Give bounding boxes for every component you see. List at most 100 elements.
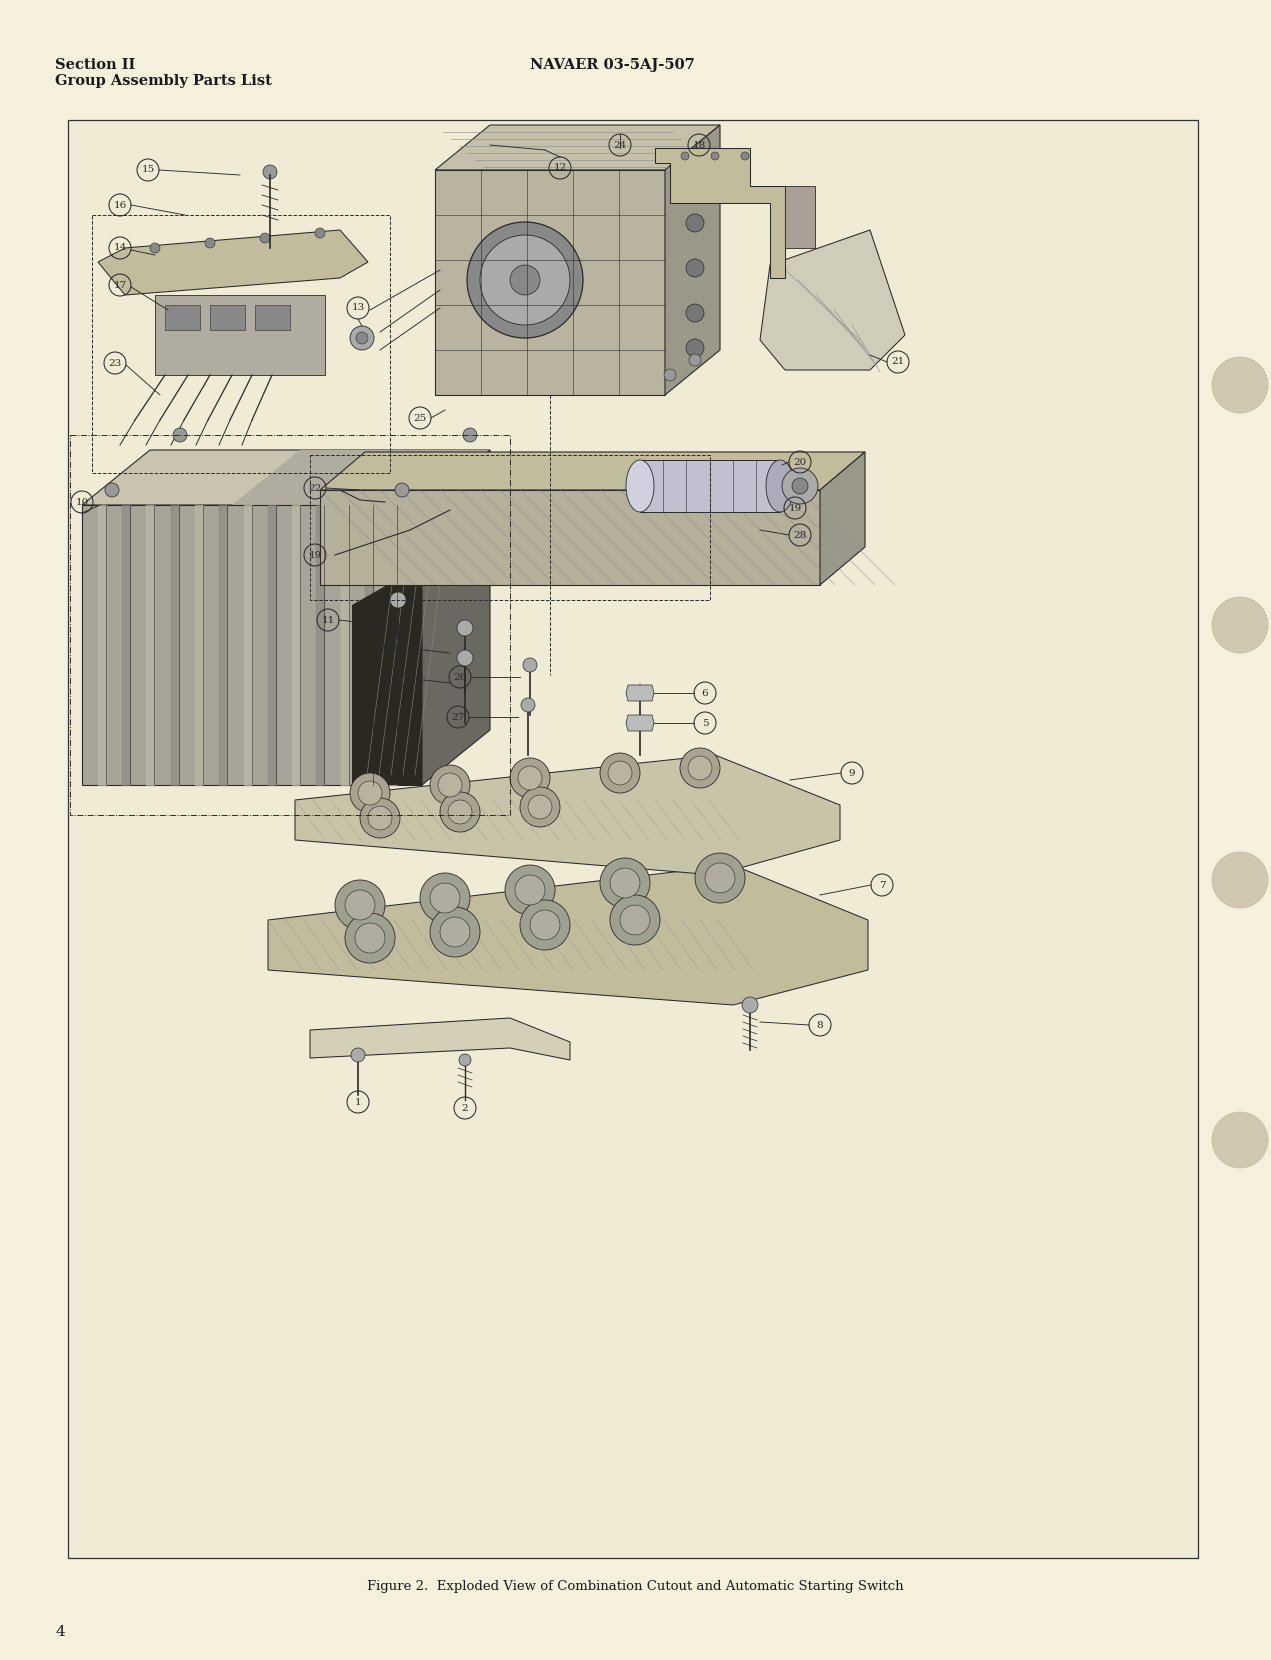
Circle shape: [447, 800, 472, 823]
Polygon shape: [268, 865, 868, 1004]
Text: 27: 27: [451, 712, 465, 722]
Bar: [70, 435, 510, 815]
Polygon shape: [785, 186, 815, 247]
Circle shape: [689, 354, 702, 365]
Circle shape: [530, 910, 561, 940]
Circle shape: [440, 792, 480, 832]
Circle shape: [355, 923, 385, 953]
Polygon shape: [665, 124, 719, 395]
Text: NAVAER 03-5AJ-507: NAVAER 03-5AJ-507: [530, 58, 695, 71]
Circle shape: [686, 339, 704, 357]
Circle shape: [521, 697, 535, 712]
Bar: [255, 305, 290, 330]
Circle shape: [105, 483, 119, 496]
Text: 23: 23: [108, 359, 122, 367]
Text: Figure 2.  Exploded View of Combination Cutout and Automatic Starting Switch: Figure 2. Exploded View of Combination C…: [367, 1580, 904, 1594]
Circle shape: [360, 798, 400, 838]
Text: 22: 22: [309, 483, 322, 493]
Text: 2: 2: [461, 1104, 468, 1112]
Circle shape: [344, 913, 395, 963]
Circle shape: [695, 853, 745, 903]
Polygon shape: [760, 231, 905, 370]
Circle shape: [458, 651, 473, 666]
Bar: [320, 490, 820, 584]
Text: 1: 1: [355, 1097, 361, 1107]
Text: 18: 18: [693, 141, 705, 149]
Circle shape: [663, 369, 676, 382]
Circle shape: [680, 749, 719, 788]
Text: 8: 8: [817, 1021, 824, 1029]
Circle shape: [519, 765, 541, 790]
Circle shape: [315, 227, 325, 237]
Text: 9: 9: [849, 769, 855, 777]
Text: 15: 15: [141, 166, 155, 174]
Circle shape: [681, 153, 689, 159]
Bar: [641, 460, 780, 511]
Circle shape: [344, 890, 375, 920]
Text: 5: 5: [702, 719, 708, 727]
Polygon shape: [820, 452, 866, 584]
Circle shape: [430, 883, 460, 913]
Bar: [310, 455, 710, 599]
Polygon shape: [310, 1018, 569, 1061]
Circle shape: [610, 868, 641, 898]
Bar: [210, 305, 245, 330]
Circle shape: [510, 266, 540, 295]
Circle shape: [515, 875, 545, 905]
Polygon shape: [655, 148, 785, 277]
Text: 14: 14: [113, 244, 127, 252]
Circle shape: [358, 780, 383, 805]
Circle shape: [792, 478, 808, 495]
Circle shape: [1213, 357, 1268, 413]
Circle shape: [205, 237, 215, 247]
Text: 20: 20: [793, 458, 807, 466]
Text: 19: 19: [788, 503, 802, 513]
Ellipse shape: [766, 460, 794, 511]
Circle shape: [430, 906, 480, 958]
Circle shape: [686, 214, 704, 232]
Circle shape: [741, 153, 749, 159]
Circle shape: [459, 1054, 472, 1066]
Text: 11: 11: [322, 616, 334, 624]
Text: 12: 12: [553, 163, 567, 173]
Polygon shape: [98, 231, 369, 295]
Circle shape: [600, 858, 649, 908]
Circle shape: [620, 905, 649, 935]
Circle shape: [608, 760, 632, 785]
Circle shape: [686, 259, 704, 277]
Circle shape: [1213, 852, 1268, 908]
Circle shape: [520, 787, 561, 827]
Circle shape: [463, 428, 477, 442]
Circle shape: [395, 483, 409, 496]
Text: 3: 3: [391, 674, 398, 682]
Polygon shape: [435, 124, 719, 169]
Bar: [165, 305, 200, 330]
Polygon shape: [352, 564, 422, 785]
Circle shape: [610, 895, 660, 945]
Text: 7: 7: [878, 880, 886, 890]
Polygon shape: [295, 755, 840, 875]
Circle shape: [686, 169, 704, 188]
Circle shape: [350, 325, 374, 350]
Text: 28: 28: [793, 531, 807, 540]
Circle shape: [522, 657, 538, 672]
Circle shape: [710, 153, 719, 159]
Ellipse shape: [627, 460, 655, 511]
Polygon shape: [83, 450, 491, 505]
Circle shape: [458, 619, 473, 636]
Text: 13: 13: [351, 304, 365, 312]
Circle shape: [466, 222, 583, 339]
Circle shape: [419, 873, 470, 923]
Circle shape: [1213, 1112, 1268, 1169]
Text: Group Assembly Parts List: Group Assembly Parts List: [55, 75, 272, 88]
Circle shape: [350, 774, 390, 813]
Polygon shape: [627, 715, 655, 730]
Circle shape: [356, 332, 369, 344]
Text: 17: 17: [113, 281, 127, 289]
Circle shape: [430, 765, 470, 805]
Polygon shape: [422, 450, 491, 785]
Polygon shape: [320, 452, 866, 490]
Text: 26: 26: [454, 672, 466, 682]
Text: Section II: Section II: [55, 58, 135, 71]
Text: 6: 6: [702, 689, 708, 697]
